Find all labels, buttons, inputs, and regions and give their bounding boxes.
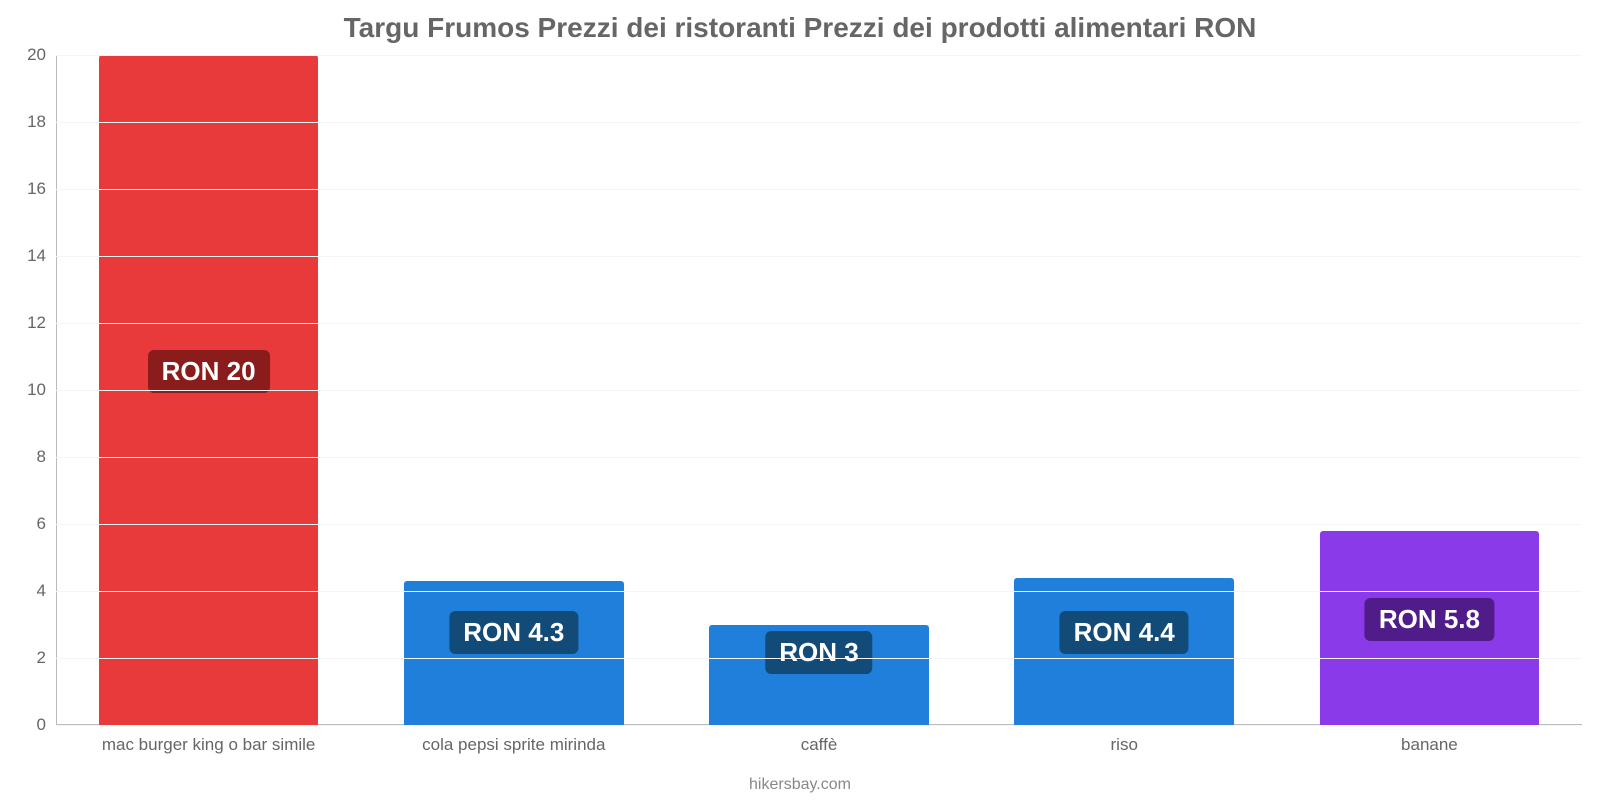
value-label: RON 20 bbox=[148, 350, 270, 393]
value-label: RON 3 bbox=[765, 631, 872, 674]
grid-line bbox=[56, 591, 1582, 592]
grid-line bbox=[56, 55, 1582, 56]
grid-line bbox=[56, 390, 1582, 391]
y-tick-label: 12 bbox=[27, 313, 46, 333]
value-label: RON 4.3 bbox=[449, 611, 578, 654]
y-tick-label: 6 bbox=[37, 514, 46, 534]
chart-footer: hikersbay.com bbox=[0, 776, 1600, 794]
y-tick-label: 18 bbox=[27, 112, 46, 132]
grid-line bbox=[56, 323, 1582, 324]
x-tick-label: caffè bbox=[801, 735, 838, 755]
y-tick-label: 10 bbox=[27, 380, 46, 400]
grid-line bbox=[56, 457, 1582, 458]
grid-line bbox=[56, 658, 1582, 659]
value-label: RON 4.4 bbox=[1060, 611, 1189, 654]
y-tick-label: 0 bbox=[37, 715, 46, 735]
y-tick-label: 2 bbox=[37, 648, 46, 668]
x-tick-label: cola pepsi sprite mirinda bbox=[422, 735, 605, 755]
chart-title: Targu Frumos Prezzi dei ristoranti Prezz… bbox=[0, 0, 1600, 44]
plot-area: mac burger king o bar simileRON 20cola p… bbox=[56, 55, 1582, 725]
y-tick-label: 4 bbox=[37, 581, 46, 601]
y-tick-label: 14 bbox=[27, 246, 46, 266]
y-tick-label: 8 bbox=[37, 447, 46, 467]
grid-line bbox=[56, 725, 1582, 726]
grid-line bbox=[56, 256, 1582, 257]
value-label: RON 5.8 bbox=[1365, 598, 1494, 641]
x-tick-label: mac burger king o bar simile bbox=[102, 735, 316, 755]
x-tick-label: riso bbox=[1111, 735, 1138, 755]
x-tick-label: banane bbox=[1401, 735, 1458, 755]
grid-line bbox=[56, 189, 1582, 190]
y-tick-label: 16 bbox=[27, 179, 46, 199]
price-bar-chart: Targu Frumos Prezzi dei ristoranti Prezz… bbox=[0, 0, 1600, 800]
grid-line bbox=[56, 122, 1582, 123]
grid-line bbox=[56, 524, 1582, 525]
y-tick-label: 20 bbox=[27, 45, 46, 65]
